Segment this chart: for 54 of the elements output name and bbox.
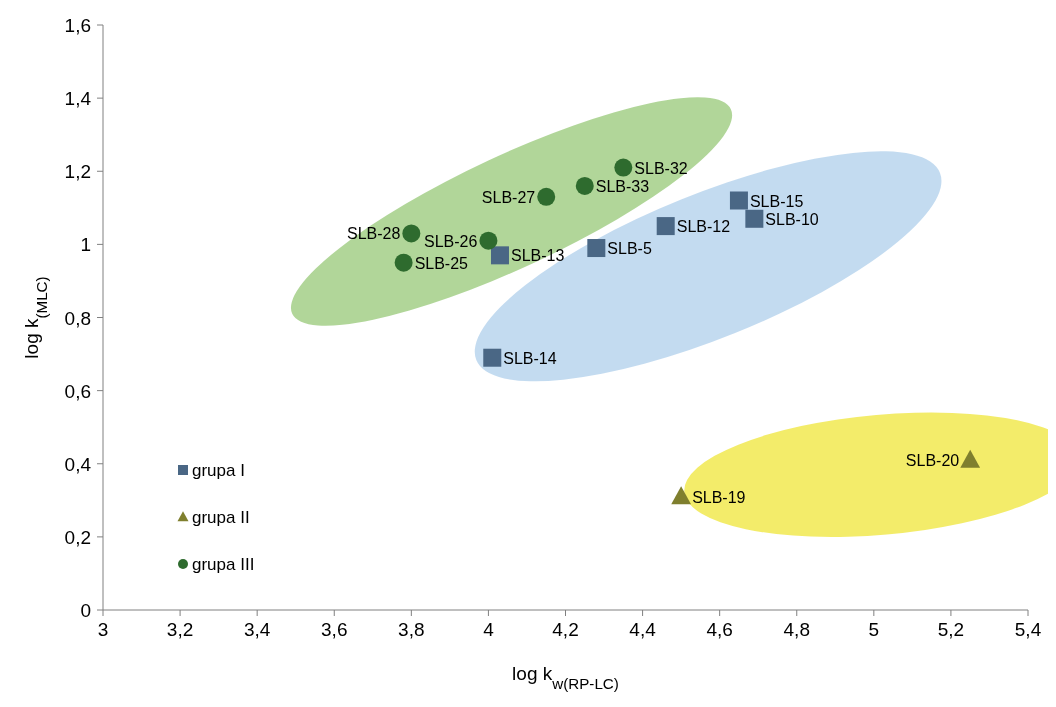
- annotation: SLB-20: [905, 452, 960, 470]
- y-tick-label: 0,2: [64, 526, 91, 548]
- x-tick-label: 3,8: [398, 619, 425, 640]
- x-tick-label: 3,2: [166, 619, 194, 640]
- point: [575, 176, 594, 195]
- point: [537, 187, 556, 206]
- x-tick-label: 5,4: [1014, 619, 1042, 640]
- x-tick-label: 5,2: [937, 619, 965, 640]
- point: [479, 231, 498, 250]
- y-tick-label: 0,4: [64, 453, 92, 475]
- y-tick-label: 0,8: [64, 307, 91, 329]
- point: [483, 348, 502, 367]
- x-tick-label: 4,2: [552, 619, 579, 640]
- point: [490, 246, 509, 265]
- annotation: SLB-5: [607, 240, 652, 258]
- annotation: SLB-25: [414, 254, 469, 272]
- point: [671, 486, 692, 505]
- x-tick-label: 4,8: [783, 619, 810, 640]
- y-tick-label: 0: [80, 600, 91, 621]
- y-tick-label: 1,4: [64, 88, 92, 110]
- x-tick-label: 4: [483, 619, 495, 640]
- point: [960, 449, 981, 468]
- point: [402, 224, 421, 243]
- x-axis-title: log k$_{w(RP-LC)}$: [512, 663, 619, 692]
- annotation: SLB-33: [595, 177, 650, 195]
- legend-label: grupa I: [192, 461, 245, 480]
- annotation: SLB-12: [676, 218, 731, 236]
- x-tick-label: 3,4: [243, 619, 271, 640]
- annotation: SLB-27: [481, 188, 536, 206]
- point: [745, 209, 764, 228]
- annotation: SLB-19: [692, 488, 746, 506]
- point: [656, 217, 675, 236]
- x-tick-label: 3,6: [321, 619, 348, 640]
- y-tick-label: 1: [80, 234, 91, 256]
- x-tick-label: 5: [868, 619, 880, 640]
- annotation: SLB-28: [346, 225, 401, 243]
- y-tick-label: 0,6: [64, 380, 91, 402]
- legend-label: grupa II: [192, 508, 250, 527]
- y-tick-label: 1,2: [64, 161, 91, 183]
- y-tick-label: 1,6: [64, 15, 91, 36]
- x-tick-label: 4,6: [706, 619, 733, 640]
- annotation: SLB-10: [765, 210, 819, 228]
- x-tick-label: 3: [97, 619, 109, 640]
- point: [394, 253, 413, 272]
- annotation: SLB-32: [634, 159, 688, 177]
- legend-label: grupa III: [192, 555, 255, 574]
- point: [614, 158, 633, 177]
- annotation: SLB-14: [503, 349, 557, 367]
- point: [587, 239, 606, 258]
- x-tick-label: 4,4: [629, 619, 657, 640]
- annotation: SLB-13: [510, 247, 565, 265]
- point: [729, 191, 748, 210]
- annotation: SLB-26: [424, 232, 478, 250]
- annotation: SLB-15: [749, 192, 804, 210]
